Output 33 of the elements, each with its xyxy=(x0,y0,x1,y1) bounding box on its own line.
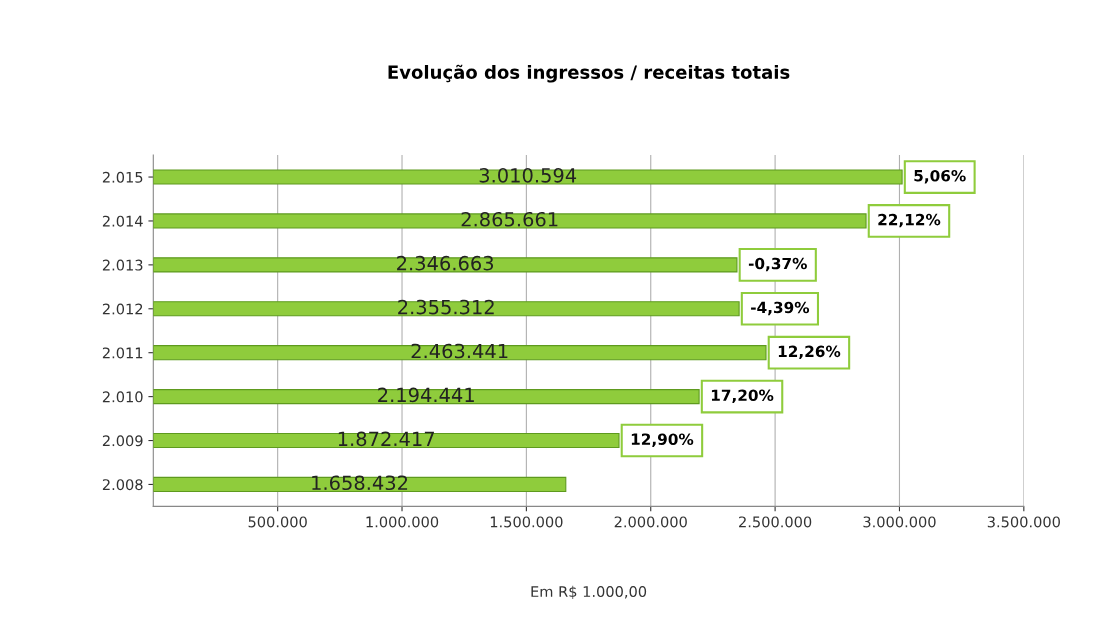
annotation: 22,12% xyxy=(878,213,941,228)
annotation: 12,90% xyxy=(631,433,694,447)
chart-title: Evolução dos ingressos / receitas totais xyxy=(388,64,790,83)
data-label: 2.346.663 xyxy=(397,255,494,271)
y-tick-label: 2.015 xyxy=(102,171,143,183)
annotation: -0,37% xyxy=(748,257,807,272)
x-tick-label: 1.000.000 xyxy=(366,516,439,528)
y-tick-label: 2.008 xyxy=(102,479,143,491)
x-tick-label: 2.000.000 xyxy=(614,516,687,528)
bar xyxy=(153,476,567,493)
annotation: 12,26% xyxy=(778,345,841,360)
annotation: 5,06% xyxy=(914,169,966,184)
y-tick-label: 2.010 xyxy=(102,391,143,403)
data-label: 1.658.432 xyxy=(312,475,408,491)
x-tick-label: 500.000 xyxy=(248,516,307,528)
x-tick-label: 1.500.000 xyxy=(490,516,563,528)
y-tick-label: 2.014 xyxy=(102,215,143,227)
data-label: 1.872.417 xyxy=(338,431,434,447)
x-axis-title: Em R$ 1.000,00 xyxy=(531,585,647,600)
x-tick-label: 2.500.000 xyxy=(739,516,812,528)
data-label: 2.463.441 xyxy=(411,343,508,359)
annotation: -4,39% xyxy=(751,301,810,316)
y-tick-label: 2.013 xyxy=(102,259,143,271)
x-tick-label: 3.000.000 xyxy=(863,516,936,528)
data-label: 2.194.441 xyxy=(378,387,474,403)
annotation: 17,20% xyxy=(711,389,774,403)
y-tick-label: 2.011 xyxy=(102,347,143,359)
x-tick-label: 3.500.000 xyxy=(987,516,1060,528)
data-label: 2.355.312 xyxy=(398,299,494,315)
y-tick-label: 2.009 xyxy=(102,435,143,447)
data-label: 2.865.661 xyxy=(461,211,558,227)
y-tick-label: 2.012 xyxy=(102,303,143,315)
data-label: 3.010.594 xyxy=(479,167,577,183)
